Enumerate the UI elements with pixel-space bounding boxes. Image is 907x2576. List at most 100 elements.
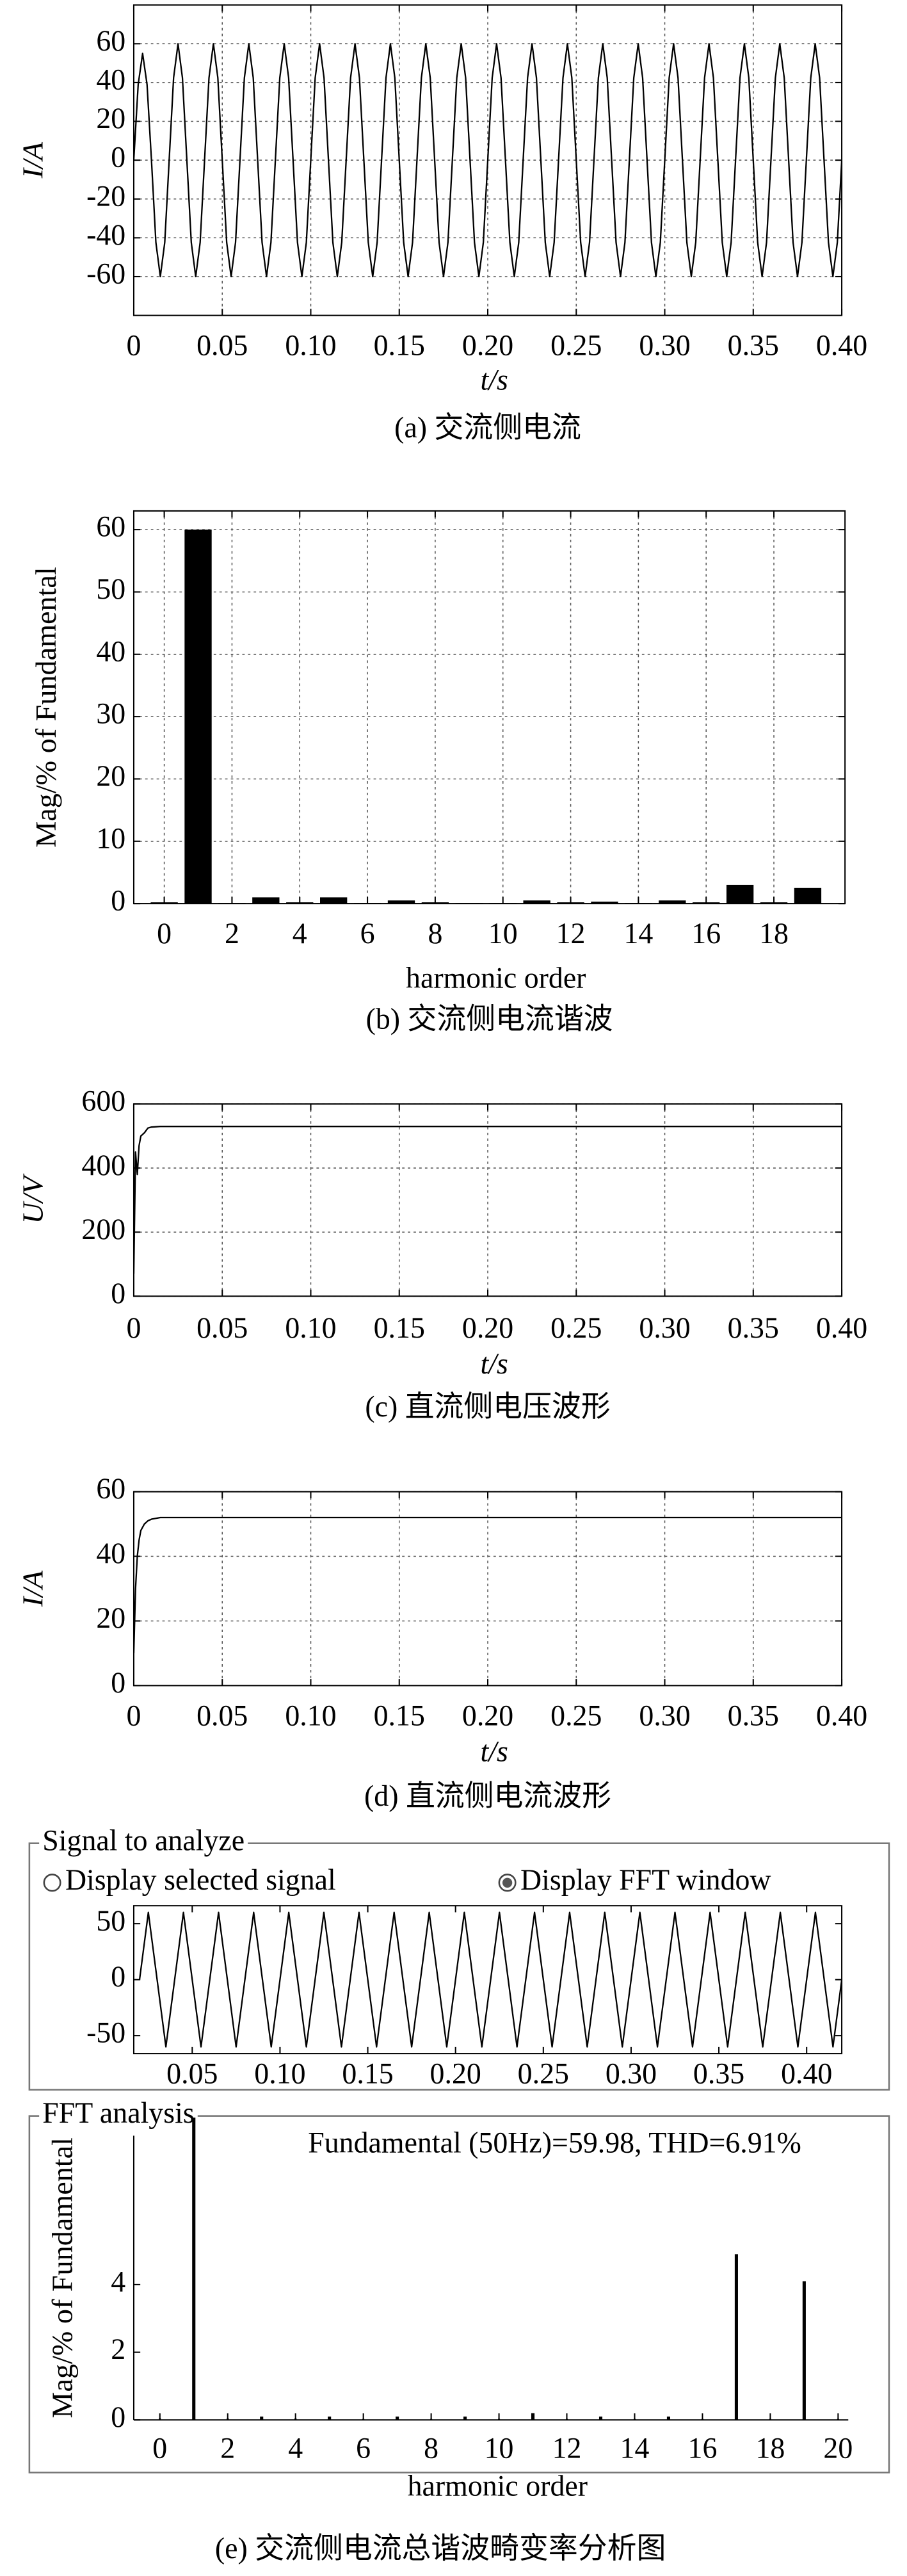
- x-tick-label: 0.40: [816, 328, 867, 361]
- bar: [659, 900, 686, 904]
- panel-title-bg: [39, 2096, 198, 2130]
- x-tick-label: 0: [127, 328, 141, 361]
- x-tick-label: 2: [225, 917, 239, 950]
- x-tick-label: 6: [360, 917, 375, 950]
- x-tick-label: 0.05: [197, 1699, 248, 1731]
- bar: [726, 884, 754, 904]
- bar: [760, 902, 788, 904]
- y-tick-label: 2: [111, 2333, 125, 2365]
- x-tick-label: 10: [488, 917, 518, 950]
- x-tick-label: 8: [424, 2431, 438, 2464]
- y-tick-label: 60: [96, 510, 125, 543]
- y-tick-label: 40: [96, 63, 125, 95]
- x-tick-label: 0.10: [285, 328, 336, 361]
- x-tick-label: 0.40: [816, 1699, 867, 1731]
- y-tick-label: 4: [111, 2265, 125, 2297]
- y-tick-label: -60: [86, 257, 125, 289]
- x-tick-label: 6: [356, 2431, 371, 2464]
- y-tick-label: 20: [96, 1601, 125, 1634]
- data-line: [138, 1911, 842, 2048]
- radio-option[interactable]: Display selected signal: [43, 1863, 336, 1896]
- caption: (d) 直流侧电流波形: [364, 1779, 611, 1812]
- x-tick-label: 0.35: [728, 328, 779, 361]
- x-tick-label: 0.05: [197, 328, 248, 361]
- x-tick-label: 0: [152, 2431, 167, 2464]
- x-tick-label: 0.30: [639, 328, 690, 361]
- x-tick-label: 0.10: [254, 2057, 305, 2089]
- x-tick-label: 16: [691, 917, 721, 950]
- x-tick-label: 0.20: [462, 328, 513, 361]
- chart-title: Fundamental (50Hz)=59.98, THD=6.91%: [308, 2126, 801, 2159]
- caption: (e) 交流侧电流总谐波畸变率分析图: [215, 2532, 666, 2564]
- x-tick-label: 0.35: [693, 2057, 744, 2089]
- bar: [184, 530, 212, 904]
- plot-frame: [132, 1103, 843, 1297]
- y-axis-label: I/A: [17, 142, 49, 179]
- caption: (a) 交流侧电流: [394, 411, 581, 444]
- x-tick-label: 0.25: [550, 328, 602, 361]
- x-tick-label: 0.20: [430, 2057, 481, 2089]
- y-tick-label: -40: [86, 218, 125, 251]
- y-tick-label: 0: [111, 1666, 125, 1699]
- y-axis-label: U/V: [17, 1173, 49, 1224]
- y-tick-label: -20: [86, 179, 125, 212]
- y-tick-label: 400: [81, 1149, 125, 1181]
- panel-title: Signal to analyze: [42, 1824, 245, 1856]
- x-tick-label: 0.05: [166, 2057, 218, 2089]
- radio-button[interactable]: [43, 1874, 61, 1892]
- y-axis-label: Mag/% of Fundamental: [46, 2137, 79, 2418]
- data-line: [133, 1126, 842, 1274]
- plot-area: [133, 43, 842, 278]
- panel-frame: [28, 2115, 890, 2474]
- caption: (b) 交流侧电流谐波: [366, 1002, 613, 1035]
- y-axis-label: Mag/% of Fundamental: [29, 567, 62, 848]
- x-tick-label: 0.15: [342, 2057, 393, 2089]
- bar: [794, 887, 822, 904]
- x-tick-label: 8: [428, 917, 442, 950]
- x-tick-label: 4: [288, 2431, 303, 2464]
- x-tick-label: 0: [127, 1699, 141, 1731]
- y-tick-label: 50: [96, 1904, 125, 1937]
- radio-option[interactable]: Display FFT window: [498, 1863, 771, 1896]
- x-tick-label: 12: [552, 2431, 582, 2464]
- x-tick-label: 14: [623, 917, 653, 950]
- x-tick-label: 0.35: [728, 1311, 779, 1344]
- x-tick-label: 0.15: [374, 328, 425, 361]
- x-axis-label: t/s: [481, 1347, 508, 1380]
- plot-area: [138, 1911, 842, 2048]
- x-tick-label: 0.10: [285, 1699, 336, 1731]
- x-tick-label: 0.25: [550, 1311, 602, 1344]
- y-tick-label: 0: [111, 884, 125, 917]
- x-tick-label: 16: [688, 2431, 718, 2464]
- y-tick-label: 0: [111, 1960, 125, 1993]
- bar: [320, 897, 348, 904]
- panel-title: FFT analysis: [42, 2096, 194, 2129]
- bar: [286, 902, 314, 904]
- data-line: [133, 1516, 842, 1653]
- x-tick-label: 2: [220, 2431, 235, 2464]
- x-tick-label: 0.30: [639, 1311, 690, 1344]
- x-tick-label: 14: [620, 2431, 650, 2464]
- radio-label[interactable]: Display FFT window: [520, 1863, 771, 1896]
- bar: [557, 902, 584, 904]
- x-tick-label: 0: [127, 1311, 141, 1344]
- y-axis-label: I/A: [17, 1570, 49, 1607]
- bar: [591, 902, 618, 904]
- plot-area: [133, 1516, 842, 1653]
- plot-frame: [132, 1905, 843, 2055]
- plot-area: [159, 2118, 839, 2420]
- bar: [421, 902, 449, 904]
- y-tick-label: 60: [96, 24, 125, 57]
- x-axis-label: t/s: [481, 363, 508, 396]
- bar: [252, 897, 280, 904]
- radio-label[interactable]: Display selected signal: [65, 1863, 336, 1896]
- x-tick-label: 18: [755, 2431, 785, 2464]
- data-line: [133, 43, 842, 278]
- x-tick-label: 0.40: [781, 2057, 832, 2089]
- x-tick-label: 0: [157, 917, 172, 950]
- x-tick-label: 0.30: [639, 1699, 690, 1731]
- x-tick-label: 10: [485, 2431, 514, 2464]
- y-tick-label: 20: [96, 759, 125, 792]
